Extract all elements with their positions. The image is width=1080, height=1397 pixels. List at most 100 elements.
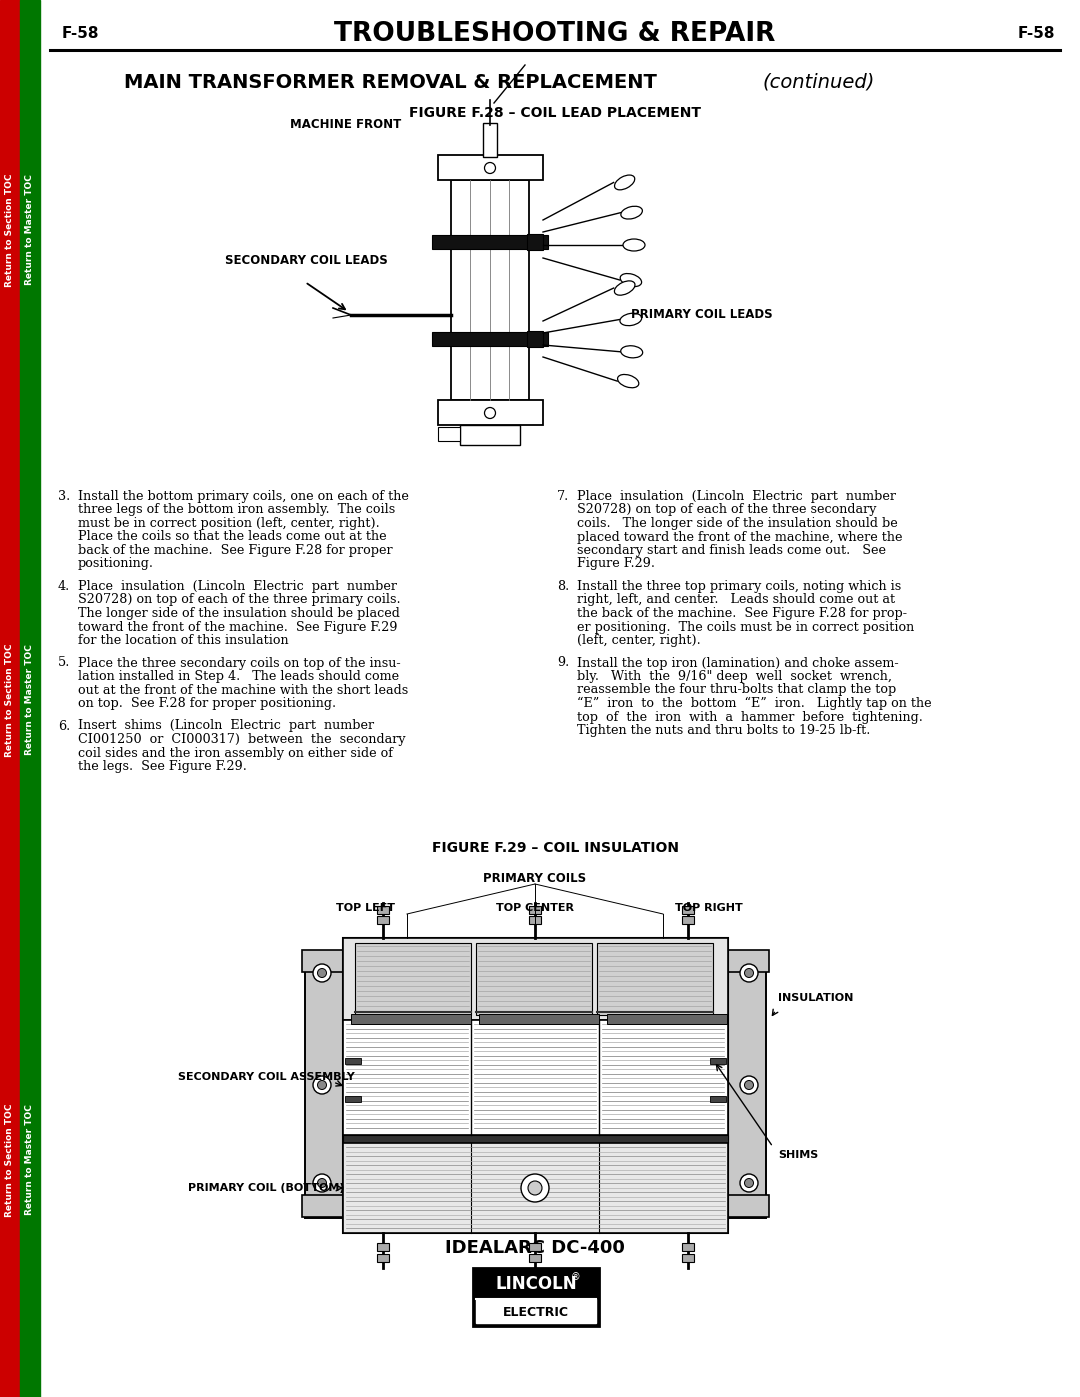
Ellipse shape	[621, 345, 643, 358]
Text: ®: ®	[571, 1273, 581, 1282]
Bar	[529, 1255, 541, 1261]
Circle shape	[313, 1173, 330, 1192]
Text: Install the three top primary coils, noting which is: Install the three top primary coils, not…	[577, 580, 901, 592]
Text: placed toward the front of the machine, where the: placed toward the front of the machine, …	[577, 531, 903, 543]
Bar	[527, 235, 543, 250]
Bar	[681, 1243, 694, 1250]
Text: CI001250  or  CI000317)  between  the  secondary: CI001250 or CI000317) between the second…	[78, 733, 406, 746]
Text: Place  insulation  (Lincoln  Electric  part  number: Place insulation (Lincoln Electric part …	[78, 580, 397, 592]
Text: the legs.  See Figure F.29.: the legs. See Figure F.29.	[78, 760, 247, 773]
Circle shape	[528, 1180, 542, 1194]
Circle shape	[318, 1179, 326, 1187]
Text: Place the coils so that the leads come out at the: Place the coils so that the leads come o…	[78, 531, 387, 543]
Circle shape	[313, 1076, 330, 1094]
Text: ELECTRIC: ELECTRIC	[503, 1306, 569, 1320]
Text: reassemble the four thru-bolts that clamp the top: reassemble the four thru-bolts that clam…	[577, 683, 896, 697]
Text: FIGURE F.28 – COIL LEAD PLACEMENT: FIGURE F.28 – COIL LEAD PLACEMENT	[409, 106, 701, 120]
Text: The longer side of the insulation should be placed: The longer side of the insulation should…	[78, 608, 400, 620]
Bar	[725, 950, 769, 972]
Bar	[343, 1134, 728, 1143]
Circle shape	[744, 968, 754, 978]
Text: TOP RIGHT: TOP RIGHT	[675, 902, 743, 914]
Bar	[438, 400, 543, 425]
Text: MACHINE FRONT: MACHINE FRONT	[291, 119, 402, 131]
Bar	[343, 1020, 728, 1134]
Bar	[21, 0, 40, 1397]
Ellipse shape	[621, 207, 643, 219]
Bar	[351, 1014, 471, 1024]
Circle shape	[521, 1173, 549, 1201]
Bar	[438, 427, 460, 441]
Bar	[377, 1255, 389, 1261]
Text: SHIMS: SHIMS	[778, 1150, 819, 1160]
Bar	[483, 123, 497, 156]
Text: IDEALARC DC-400: IDEALARC DC-400	[445, 1239, 625, 1257]
Bar	[305, 953, 343, 1218]
Circle shape	[744, 1179, 754, 1187]
Text: INSULATION: INSULATION	[778, 993, 853, 1003]
Text: Place the three secondary coils on top of the insu-: Place the three secondary coils on top o…	[78, 657, 401, 669]
Text: 3.: 3.	[58, 490, 70, 503]
Text: S20728) on top of each of the three primary coils.: S20728) on top of each of the three prim…	[78, 594, 401, 606]
Text: coil sides and the iron assembly on either side of: coil sides and the iron assembly on eith…	[78, 746, 393, 760]
Text: TROUBLESHOOTING & REPAIR: TROUBLESHOOTING & REPAIR	[335, 21, 775, 47]
Bar	[728, 953, 766, 1218]
Text: SECONDARY COIL ASSEMBLY: SECONDARY COIL ASSEMBLY	[178, 1071, 354, 1083]
Text: 7.: 7.	[557, 490, 569, 503]
Text: Return to Master TOC: Return to Master TOC	[26, 175, 35, 285]
Ellipse shape	[615, 281, 635, 295]
Text: Return to Section TOC: Return to Section TOC	[5, 1104, 14, 1217]
Text: 4.: 4.	[58, 580, 70, 592]
Text: Return to Section TOC: Return to Section TOC	[5, 643, 14, 757]
Bar	[529, 907, 541, 914]
Text: MAIN TRANSFORMER REMOVAL & REPLACEMENT: MAIN TRANSFORMER REMOVAL & REPLACEMENT	[123, 73, 657, 91]
Ellipse shape	[615, 175, 635, 190]
Text: Figure F.29.: Figure F.29.	[577, 557, 654, 570]
Text: 9.: 9.	[557, 657, 569, 669]
Text: on top.  See F.28 for proper positioning.: on top. See F.28 for proper positioning.	[78, 697, 336, 710]
Text: Install the bottom primary coils, one on each of the: Install the bottom primary coils, one on…	[78, 490, 409, 503]
Text: Tighten the nuts and thru bolts to 19-25 lb-ft.: Tighten the nuts and thru bolts to 19-25…	[577, 724, 870, 738]
Text: positioning.: positioning.	[78, 557, 154, 570]
Bar	[355, 943, 471, 1016]
Bar	[681, 1255, 694, 1261]
Text: back of the machine.  See Figure F.28 for proper: back of the machine. See Figure F.28 for…	[78, 543, 393, 557]
Bar	[476, 943, 592, 1016]
Circle shape	[485, 162, 496, 173]
Bar	[377, 1243, 389, 1250]
Circle shape	[313, 964, 330, 982]
Bar	[473, 1268, 599, 1326]
Bar	[432, 235, 548, 249]
Text: F-58: F-58	[1018, 27, 1055, 42]
Bar	[302, 1194, 346, 1217]
Circle shape	[740, 964, 758, 982]
Text: bly.   With  the  9/16" deep  well  socket  wrench,: bly. With the 9/16" deep well socket wre…	[577, 671, 892, 683]
Text: er positioning.  The coils must be in correct position: er positioning. The coils must be in cor…	[577, 620, 915, 633]
Text: the back of the machine.  See Figure F.28 for prop-: the back of the machine. See Figure F.28…	[577, 608, 907, 620]
Bar	[377, 916, 389, 923]
Text: for the location of this insulation: for the location of this insulation	[78, 634, 288, 647]
Text: top  of  the  iron  with  a  hammer  before  tightening.: top of the iron with a hammer before tig…	[577, 711, 923, 724]
Circle shape	[744, 1080, 754, 1090]
Bar	[725, 1194, 769, 1217]
Text: must be in correct position (left, center, right).: must be in correct position (left, cente…	[78, 517, 380, 529]
Text: lation installed in Step 4.   The leads should come: lation installed in Step 4. The leads sh…	[78, 671, 400, 683]
Bar	[438, 155, 543, 180]
Bar	[343, 1143, 728, 1234]
Ellipse shape	[620, 274, 642, 286]
Bar	[345, 1058, 361, 1065]
Text: Return to Master TOC: Return to Master TOC	[26, 1105, 35, 1215]
Text: three legs of the bottom iron assembly.  The coils: three legs of the bottom iron assembly. …	[78, 503, 395, 517]
Text: Return to Section TOC: Return to Section TOC	[5, 173, 14, 286]
Circle shape	[740, 1076, 758, 1094]
Text: right, left, and center.   Leads should come out at: right, left, and center. Leads should co…	[577, 594, 895, 606]
Text: PRIMARY COILS: PRIMARY COILS	[484, 872, 586, 884]
Circle shape	[318, 1080, 326, 1090]
Text: 8.: 8.	[557, 580, 569, 592]
Circle shape	[740, 1173, 758, 1192]
Bar	[480, 1014, 599, 1024]
Text: S20728) on top of each of the three secondary: S20728) on top of each of the three seco…	[577, 503, 877, 517]
Text: F-58: F-58	[62, 27, 99, 42]
Text: TOP CENTER: TOP CENTER	[496, 902, 573, 914]
Bar	[0, 0, 21, 1397]
